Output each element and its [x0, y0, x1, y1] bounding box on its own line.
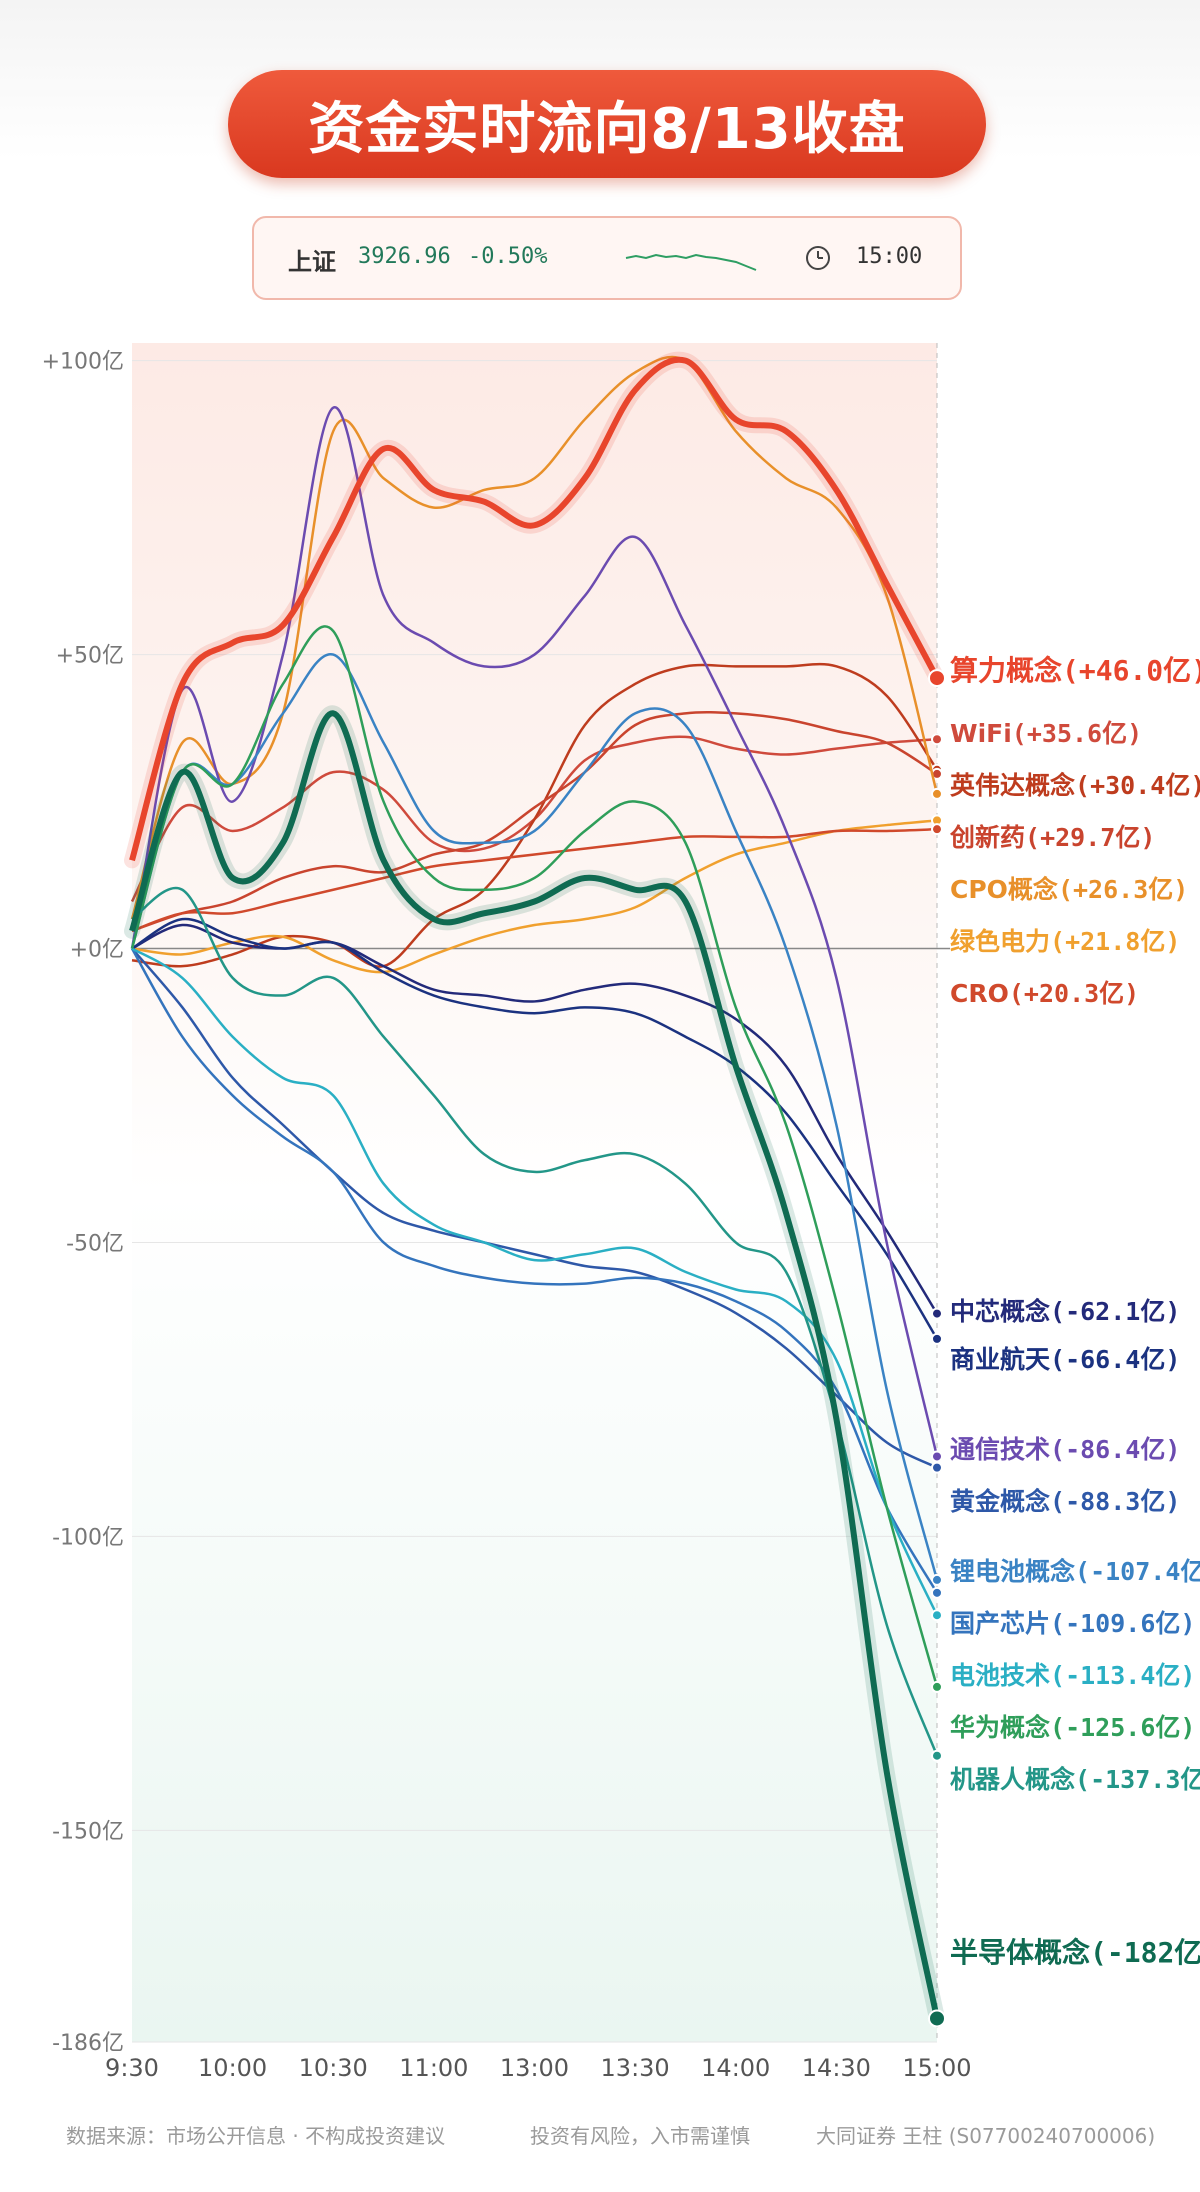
- series-label: 商业航天(-66.4亿): [950, 1345, 1180, 1374]
- series-label: 创新药(+29.7亿): [949, 823, 1155, 852]
- series-label: 黄金概念(-88.3亿): [950, 1487, 1180, 1516]
- title-banner: 资金实时流向8/13收盘: [228, 70, 986, 178]
- x-tick-label: 15:00: [902, 2054, 971, 2082]
- index-name: 上证: [288, 248, 336, 276]
- series-line-锂电池概念: [130, 653, 939, 1581]
- index-value: 3926.96: [358, 244, 451, 269]
- series-end-point: [928, 669, 946, 688]
- y-tick-label: -100亿: [52, 1525, 124, 1550]
- series-line-华为概念: [130, 625, 939, 1688]
- series-label: WiFi(+35.6亿): [950, 719, 1142, 748]
- series-line-创新药: [131, 711, 938, 933]
- series-end-point: [931, 733, 943, 746]
- index-change: -0.50%: [468, 244, 548, 269]
- series-end-point: [931, 1573, 943, 1586]
- series-label: CPO概念(+26.3亿): [950, 875, 1188, 904]
- y-tick-label: -186亿: [52, 2031, 124, 2056]
- y-tick-label: -150亿: [52, 1819, 124, 1844]
- index-summary: 上证 3926.96 -0.50% 15:00: [252, 216, 962, 300]
- series-line-半导体概念: [129, 710, 940, 2020]
- series-end-point: [931, 787, 943, 800]
- index-time: 15:00: [856, 244, 923, 269]
- series-end-point: [931, 1332, 943, 1345]
- y-tick-label: +50亿: [56, 644, 124, 669]
- series-label: 通信技术(-86.4亿): [950, 1435, 1180, 1464]
- series-label: 半导体概念(-182亿): [950, 1936, 1200, 1969]
- plot-area: [132, 343, 937, 2042]
- series-line-通信技术: [130, 406, 939, 1457]
- series-label: 中芯概念(-62.1亿): [950, 1297, 1180, 1326]
- series-end-point: [931, 1450, 943, 1463]
- series-line-CRO: [131, 827, 938, 933]
- x-tick-label: 10:00: [198, 2054, 267, 2082]
- page-title: 资金实时流向8/13收盘: [308, 96, 906, 162]
- series-label: 国产芯片(-109.6亿): [950, 1609, 1195, 1638]
- y-tick-label: +0亿: [70, 938, 124, 963]
- series-label: 机器人概念(-137.3亿): [950, 1765, 1200, 1794]
- series-end-point: [931, 1586, 943, 1599]
- series-line-黄金概念: [131, 947, 938, 1469]
- footer-source: 数据来源：市场公开信息 · 不构成投资建议: [66, 2124, 446, 2148]
- series-end-point: [931, 823, 943, 836]
- series-line-WiFi: [130, 735, 938, 903]
- series-label: 算力概念(+46.0亿): [950, 654, 1200, 687]
- y-tick-label: -50亿: [66, 1231, 124, 1256]
- clock-icon: [806, 246, 830, 270]
- series-label: 绿色电力(+21.8亿): [950, 927, 1180, 956]
- x-tick-label: 9:30: [105, 2054, 159, 2082]
- series-end-point: [931, 1461, 943, 1474]
- series-end-point: [931, 1680, 943, 1693]
- series-end-point: [931, 1609, 943, 1622]
- series-label: CRO(+20.3亿): [950, 979, 1139, 1008]
- sparkline-icon: [625, 253, 757, 271]
- x-tick-label: 13:00: [500, 2054, 569, 2082]
- series-end-point: [928, 2009, 946, 2028]
- x-tick-label: 13:30: [601, 2054, 670, 2082]
- series-line-算力概念: [129, 356, 940, 862]
- x-tick-label: 14:30: [802, 2054, 871, 2082]
- footer-broker: 大同证券 王柱 (S07700240700006): [816, 2124, 1156, 2148]
- x-tick-label: 10:30: [299, 2054, 368, 2082]
- series-end-point: [931, 1307, 943, 1320]
- footer-risk: 投资有风险，入市需谨慎: [530, 2124, 750, 2148]
- series-label: 华为概念(-125.6亿): [950, 1713, 1195, 1742]
- series-label: 电池技术(-113.4亿): [950, 1661, 1195, 1690]
- series-line-电池技术: [131, 947, 939, 1616]
- series-label: 锂电池概念(-107.4亿): [950, 1557, 1200, 1586]
- x-tick-label: 11:00: [399, 2054, 468, 2082]
- series-end-point: [931, 1749, 943, 1762]
- series-label: 英伟达概念(+30.4亿): [950, 771, 1200, 800]
- series-line-商业航天: [131, 917, 939, 1340]
- y-tick-label: +100亿: [42, 350, 124, 375]
- series-line-英伟达概念: [131, 662, 939, 968]
- series-line-绿色电力: [131, 819, 938, 974]
- x-tick-label: 14:00: [701, 2054, 770, 2082]
